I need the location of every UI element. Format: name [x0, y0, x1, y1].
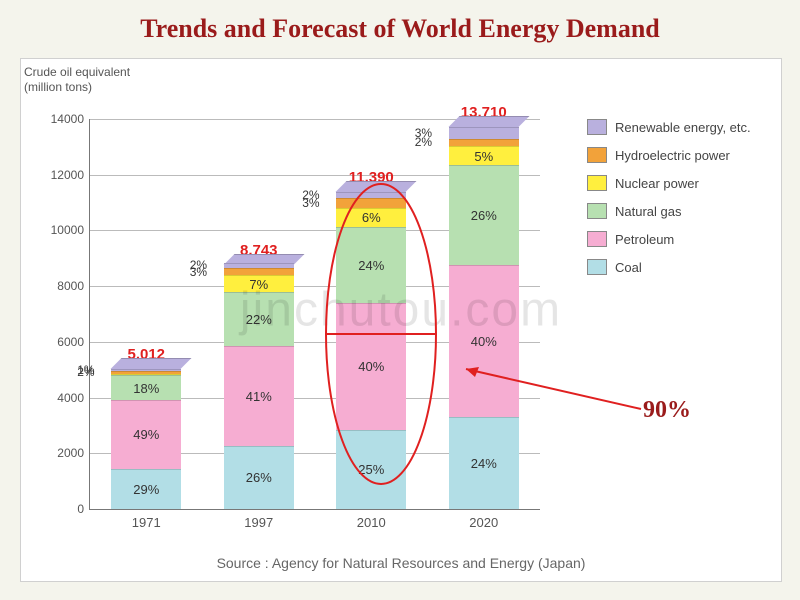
- seg-outside-label: 1%: [77, 363, 94, 377]
- bar-1997: 8,74326%41%22%7%3%2%: [224, 265, 294, 509]
- legend-label: Renewable energy, etc.: [615, 120, 751, 135]
- seg-renewable: [336, 192, 406, 198]
- legend-label: Petroleum: [615, 232, 674, 247]
- y-tick: 12000: [34, 168, 90, 182]
- bar-cap: [448, 116, 529, 127]
- page-title: Trends and Forecast of World Energy Dema…: [0, 0, 800, 44]
- legend-label: Nuclear power: [615, 176, 699, 191]
- seg-nuclear: 5%: [449, 146, 519, 165]
- legend-swatch: [587, 259, 607, 275]
- bar-cap: [336, 181, 417, 192]
- seg-petroleum: 41%: [224, 346, 294, 446]
- legend-item-renewable: Renewable energy, etc.: [587, 119, 767, 135]
- legend-label: Coal: [615, 260, 642, 275]
- x-tick: 1997: [244, 509, 273, 530]
- y-tick: 14000: [34, 112, 90, 126]
- seg-renewable: [111, 369, 181, 370]
- legend-item-petroleum: Petroleum: [587, 231, 767, 247]
- legend-swatch: [587, 203, 607, 219]
- bar-2010: 11,39025%40%24%6%3%2%: [336, 192, 406, 509]
- legend-item-hydro: Hydroelectric power: [587, 147, 767, 163]
- seg-hydro: [336, 198, 406, 208]
- seg-nuclear: [111, 374, 181, 375]
- y-tick: 6000: [34, 335, 90, 349]
- source-line: Source : Agency for Natural Resources an…: [21, 555, 781, 571]
- seg-gas: 22%: [224, 292, 294, 346]
- seg-coal: 29%: [111, 469, 181, 509]
- legend-swatch: [587, 119, 607, 135]
- chart-container: Crude oil equivalent(million tons) 02000…: [20, 58, 782, 582]
- x-tick: 2010: [357, 509, 386, 530]
- seg-coal: 25%: [336, 430, 406, 509]
- legend: Renewable energy, etc. Hydroelectric powe…: [587, 119, 767, 287]
- y-axis-label: Crude oil equivalent(million tons): [24, 65, 130, 95]
- seg-coal: 24%: [449, 417, 519, 509]
- seg-outside-label: 3%: [415, 126, 432, 140]
- bar-cap: [111, 358, 192, 369]
- seg-hydro: [449, 139, 519, 147]
- seg-hydro: [224, 268, 294, 275]
- seg-hydro: [111, 371, 181, 374]
- y-tick: 0: [34, 502, 90, 516]
- seg-petroleum: 40%: [449, 265, 519, 418]
- legend-swatch: [587, 147, 607, 163]
- seg-renewable: [224, 263, 294, 268]
- legend-item-nuclear: Nuclear power: [587, 175, 767, 191]
- seg-coal: 26%: [224, 446, 294, 509]
- seg-outside-label: 2%: [190, 258, 207, 272]
- legend-label: Hydroelectric power: [615, 148, 730, 163]
- seg-petroleum: 49%: [111, 400, 181, 468]
- y-tick: 4000: [34, 391, 90, 405]
- y-tick: 10000: [34, 223, 90, 237]
- seg-nuclear: 6%: [336, 208, 406, 227]
- seg-gas: 26%: [449, 165, 519, 264]
- bar-1971: 5,01229%49%18%2%1%: [111, 369, 181, 509]
- seg-outside-label: 2%: [302, 188, 319, 202]
- legend-item-coal: Coal: [587, 259, 767, 275]
- legend-item-gas: Natural gas: [587, 203, 767, 219]
- seg-nuclear: 7%: [224, 275, 294, 292]
- seg-gas: 18%: [111, 375, 181, 400]
- legend-swatch: [587, 175, 607, 191]
- seg-gas: 24%: [336, 227, 406, 303]
- bar-2020: 13,71024%40%26%5%2%3%: [449, 127, 519, 509]
- plot-area: 0200040006000800010000120001400019715,01…: [89, 119, 540, 510]
- legend-swatch: [587, 231, 607, 247]
- y-tick: 8000: [34, 279, 90, 293]
- x-tick: 2020: [469, 509, 498, 530]
- y-tick: 2000: [34, 446, 90, 460]
- legend-label: Natural gas: [615, 204, 681, 219]
- x-tick: 1971: [132, 509, 161, 530]
- seg-renewable: [449, 127, 519, 138]
- annotation-label-90pct: 90%: [643, 397, 691, 424]
- seg-petroleum: 40%: [336, 303, 406, 430]
